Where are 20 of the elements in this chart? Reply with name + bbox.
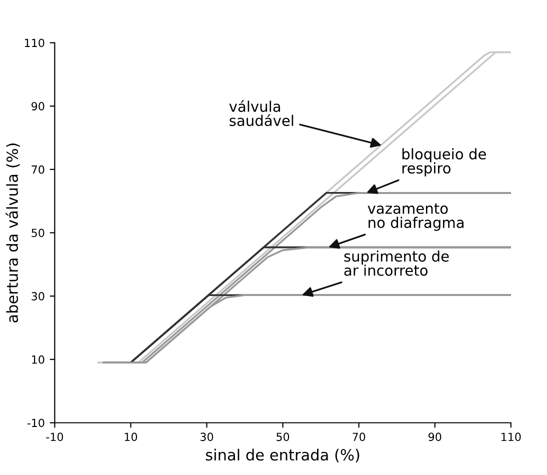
- annotation: vazamento no diafragma: [368, 203, 464, 231]
- y-tick-label: 110: [24, 38, 44, 48]
- y-tick-label: -10: [27, 418, 44, 428]
- x-tick-label: 10: [124, 432, 138, 442]
- x-axis-title: sinal de entrada (%): [206, 448, 360, 462]
- x-tick-label: 30: [200, 432, 214, 442]
- annotation: suprimento de ar incorreto: [344, 250, 449, 276]
- y-tick-label: 70: [32, 165, 44, 174]
- x-tick-label: 50: [276, 432, 290, 442]
- annotation: bloqueio de respiro: [402, 148, 486, 176]
- x-tick-label: 110: [502, 432, 521, 442]
- x-tick-label: 90: [428, 432, 442, 442]
- x-tick-label: 70: [352, 432, 366, 442]
- y-tick-label: 10: [32, 355, 44, 364]
- y-tick-label: 30: [32, 292, 44, 300]
- y-axis-title: abertura da válvula (%): [6, 144, 20, 322]
- annotation: válvula saudável: [229, 100, 294, 126]
- y-tick-label: 50: [32, 228, 44, 238]
- y-tick-label: 90: [32, 102, 44, 110]
- x-tick-label: -10: [46, 432, 64, 442]
